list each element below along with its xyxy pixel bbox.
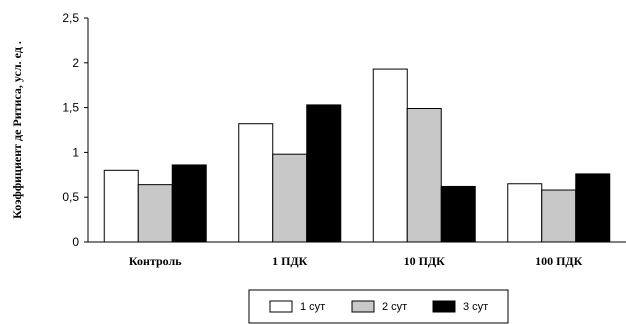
y-ticks: 0 0,5 1 1,5 2 2,5 [62, 11, 88, 249]
bar-2 [137, 184, 173, 243]
y-tick-label: 1 [72, 145, 79, 159]
bar-2 [541, 189, 577, 243]
legend-swatch [432, 300, 456, 313]
x-tick-label: Контроль [129, 254, 182, 268]
legend-swatch [269, 300, 293, 313]
bar-2 [406, 107, 442, 243]
y-tick-label: 2,5 [62, 11, 79, 25]
bar-1 [238, 123, 274, 243]
x-tick-label: 1 ПДК [272, 254, 308, 268]
legend: 1 сут 2 сут 3 сут [248, 289, 509, 324]
legend-label: 3 сут [463, 301, 488, 313]
y-axis-label: Коэффициент де Ритиса, усл. ед . [10, 41, 24, 219]
x-ticks: Контроль 1 ПДК 10 ПДК 100 ПДК [129, 254, 583, 268]
bar-1 [372, 68, 408, 243]
bar-3 [306, 104, 342, 243]
legend-label: 2 сут [382, 301, 407, 313]
bar-3 [575, 173, 611, 243]
bar-3 [440, 185, 476, 243]
legend-label: 1 сут [300, 301, 325, 313]
x-tick-label: 100 ПДК [535, 254, 583, 268]
y-tick-label: 0 [72, 235, 79, 249]
bars-group [103, 68, 611, 243]
bar-1 [103, 169, 139, 243]
legend-swatch [351, 300, 375, 313]
bar-1 [507, 183, 543, 243]
y-tick-label: 0,5 [62, 190, 79, 204]
x-tick-label: 10 ПДК [404, 254, 446, 268]
bar-3 [171, 164, 207, 243]
y-tick-label: 2 [72, 56, 79, 70]
bar-2 [272, 153, 308, 243]
y-tick-label: 1,5 [62, 101, 79, 115]
